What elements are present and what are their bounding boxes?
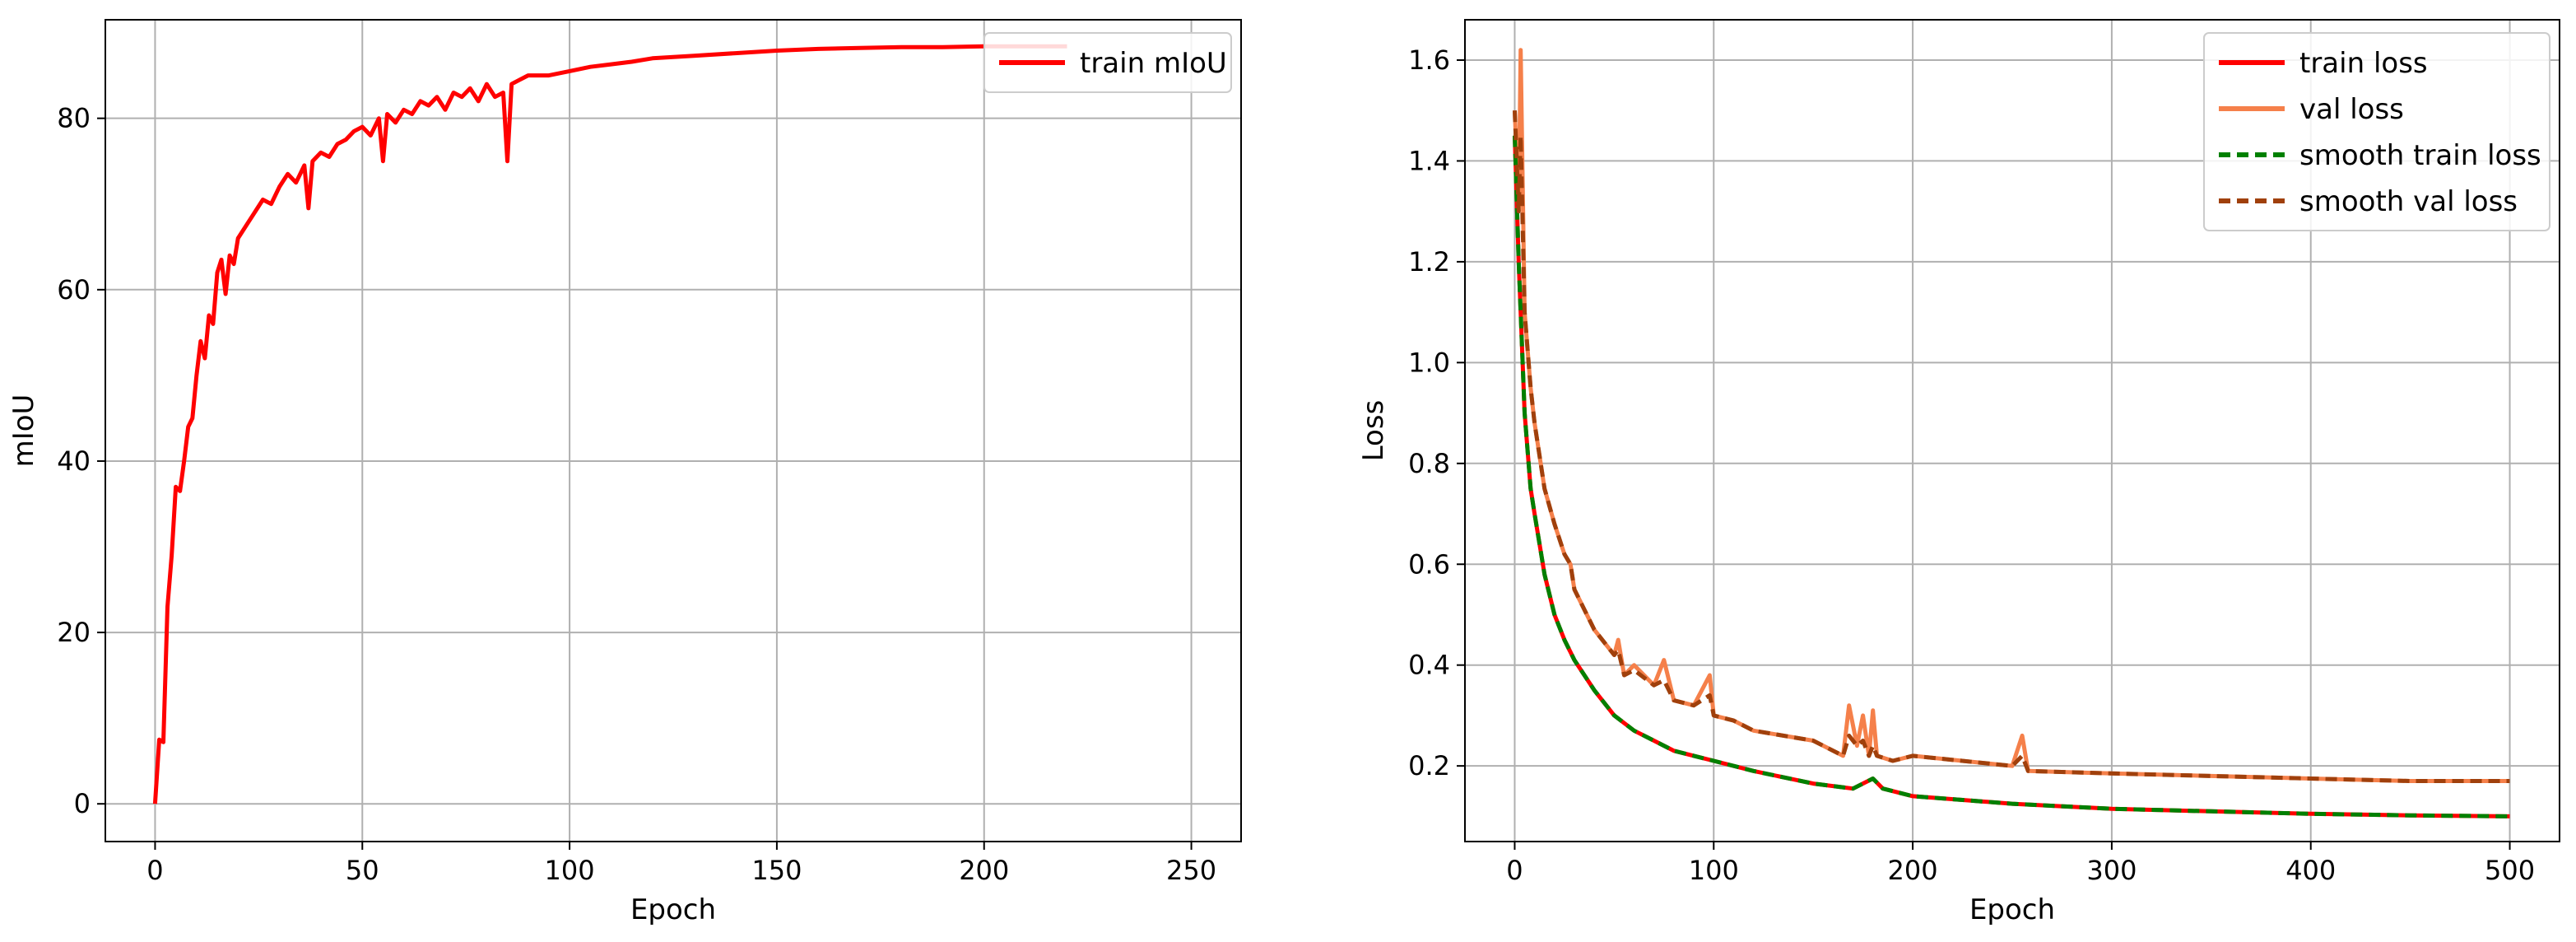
x-tick-label: 0 [1506, 855, 1523, 886]
x-tick-label: 200 [959, 855, 1009, 886]
y-tick-label: 0.4 [1408, 650, 1450, 681]
legend-label: train mIoU [1080, 47, 1227, 80]
plot-frame [105, 19, 1242, 842]
y-tick-label: 0.2 [1408, 750, 1450, 781]
x-axis-label: Epoch [630, 893, 716, 926]
plot-frame [1464, 19, 2560, 842]
y-tick-label: 1.6 [1408, 44, 1450, 76]
x-tick-label: 300 [2086, 855, 2137, 886]
legend: train loss val loss smooth train loss smoot… [2203, 32, 2550, 231]
series-line-smooth-train-loss [1513, 135, 2510, 818]
x-tick-label: 50 [346, 855, 379, 886]
x-tick-label: 500 [2485, 855, 2535, 886]
x-axis-label: Epoch [1969, 893, 2055, 926]
y-tick-label: 1.2 [1408, 246, 1450, 277]
chart-panel-1: 0 50 100 150 200 250 0 20 40 60 80 Epoch mIoU train m… [7, 19, 1242, 926]
y-axis-label: Loss [1357, 400, 1390, 462]
legend-label: smooth val loss [2299, 185, 2518, 218]
series-line-smooth-val-loss [1513, 110, 2510, 783]
legend-label: train loss [2299, 47, 2428, 80]
series-line-train-loss [1513, 135, 2510, 818]
legend-label: val loss [2299, 93, 2404, 126]
y-tick-label: 1.0 [1408, 347, 1450, 378]
x-tick-label: 400 [2285, 855, 2336, 886]
x-tick-label: 200 [1888, 855, 1938, 886]
y-tick-label: 20 [57, 617, 91, 648]
y-tick-label: 40 [57, 445, 91, 477]
chart-panel-2: 0 100 200 300 400 500 0.2 0.4 0.6 0.8 1.0 1.2 1.4 1.6… [1357, 19, 2560, 926]
y-axis-label: mIoU [7, 394, 40, 468]
x-tick-label: 100 [545, 855, 595, 886]
legend-box [2203, 32, 2550, 231]
legend: train mIoU [983, 32, 1232, 93]
y-tick-label: 0 [74, 788, 91, 819]
y-tick-label: 60 [57, 274, 91, 305]
x-tick-label: 100 [1689, 855, 1739, 886]
legend-label: smooth train loss [2299, 139, 2541, 172]
y-tick-label: 0.8 [1408, 448, 1450, 479]
x-tick-label: 250 [1166, 855, 1216, 886]
x-tick-label: 150 [751, 855, 802, 886]
x-tick-label: 0 [146, 855, 163, 886]
y-tick-label: 1.4 [1408, 145, 1450, 176]
y-tick-label: 0.6 [1408, 548, 1450, 580]
y-tick-label: 80 [57, 103, 91, 134]
series-line-train-mIoU [152, 44, 1067, 804]
legend-box [983, 32, 1232, 93]
